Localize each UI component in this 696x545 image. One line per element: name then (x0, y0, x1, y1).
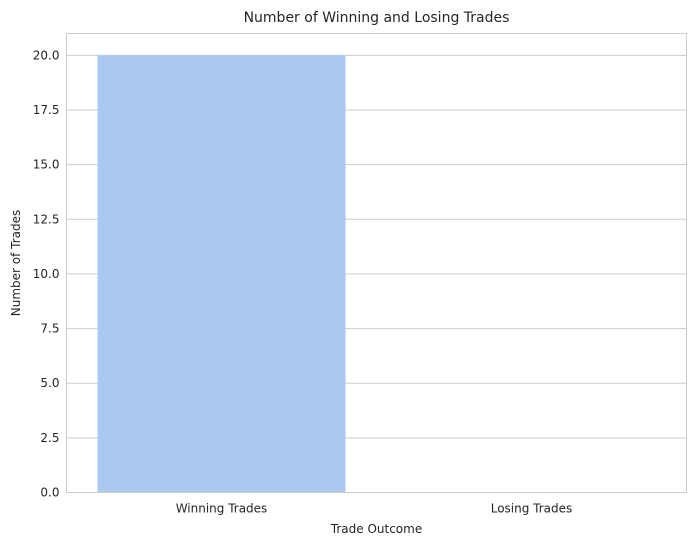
y-tick-label: 20.0 (33, 48, 60, 62)
y-tick-label: 5.0 (40, 376, 59, 390)
x-tick-label: Losing Trades (491, 502, 573, 516)
y-tick-label: 15.0 (33, 158, 60, 172)
y-tick-label: 0.0 (40, 486, 59, 500)
plot-frame (66, 33, 687, 493)
x-tick-label: Winning Trades (176, 502, 268, 516)
y-axis-label: Number of Trades (9, 210, 23, 317)
y-tick-label: 7.5 (40, 322, 59, 336)
x-axis-label: Trade Outcome (330, 522, 422, 536)
bar-winning-trades (97, 55, 346, 493)
x-tick-labels: Winning Trades Losing Trades (176, 502, 573, 516)
y-tick-labels: 0.0 2.5 5.0 7.5 10.0 12.5 15.0 17.5 20.0 (33, 48, 60, 499)
bars (97, 55, 346, 493)
y-tick-label: 17.5 (33, 103, 60, 117)
chart-title: Number of Winning and Losing Trades (244, 10, 510, 26)
y-tick-label: 12.5 (33, 212, 60, 226)
y-tick-label: 2.5 (40, 431, 59, 445)
y-tick-label: 10.0 (33, 267, 60, 281)
